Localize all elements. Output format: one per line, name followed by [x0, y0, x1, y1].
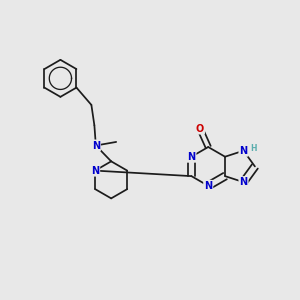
- Text: O: O: [196, 124, 204, 134]
- Text: N: N: [188, 152, 196, 162]
- Text: N: N: [92, 140, 100, 151]
- Text: N: N: [91, 166, 99, 176]
- Text: N: N: [239, 177, 247, 187]
- Text: N: N: [204, 181, 212, 191]
- Text: N: N: [239, 146, 247, 156]
- Text: H: H: [250, 144, 256, 153]
